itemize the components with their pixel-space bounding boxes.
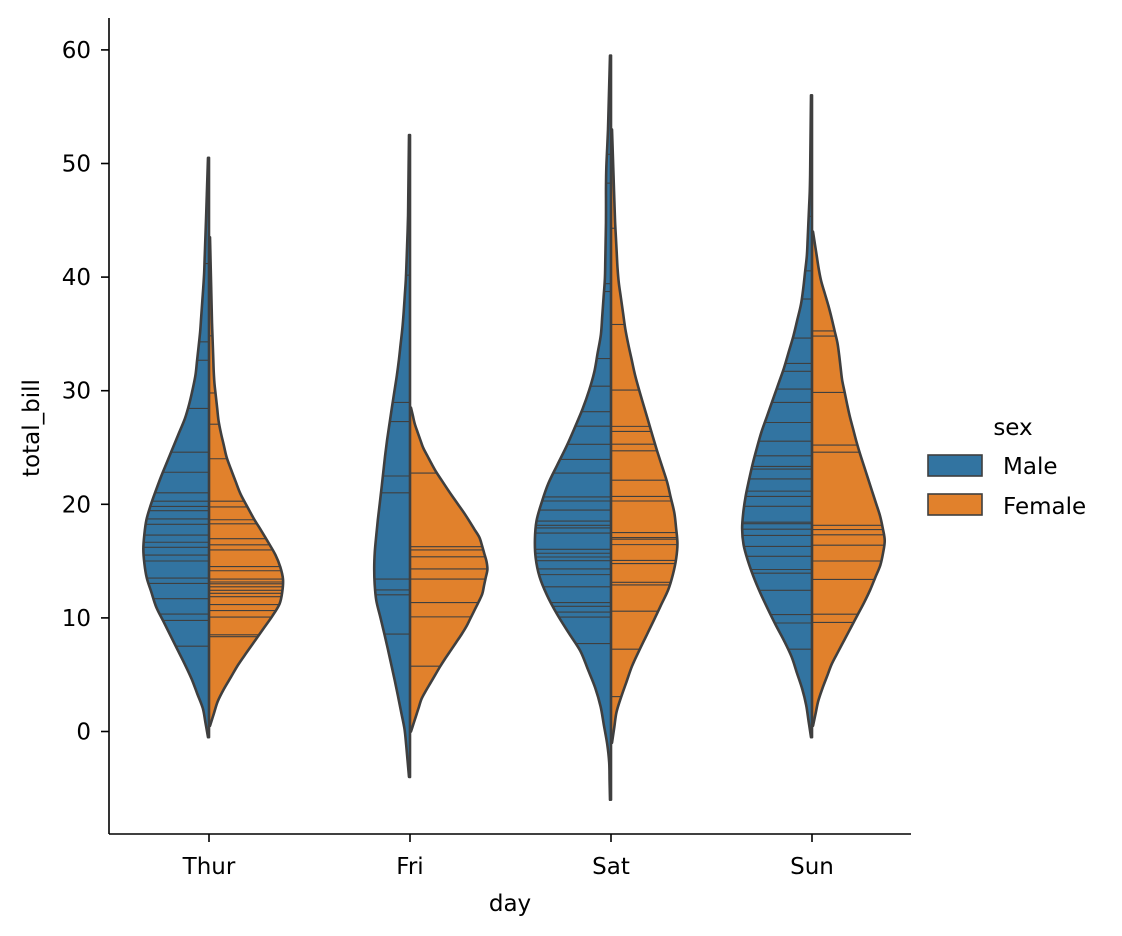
x-tick-label: Sun (790, 854, 834, 880)
violin-half-female-sat (611, 129, 678, 743)
axes (108, 18, 911, 835)
legend-label-female: Female (1003, 494, 1086, 520)
y-tick-label: 50 (62, 152, 91, 178)
y-tick-label: 30 (62, 379, 91, 405)
violin-half-male-sun (742, 95, 812, 738)
x-tick-label: Sat (592, 854, 630, 880)
violin-outline-female-thur (208, 236, 285, 728)
legend-label-male: Male (1003, 454, 1057, 480)
y-ticks: 0 10 20 30 40 50 60 (62, 38, 109, 746)
violin-group (142, 54, 887, 801)
y-axis-label: total_bill (19, 379, 45, 477)
violin-half-female-sun (812, 231, 885, 726)
violin-half-female-fri (410, 407, 488, 732)
violin-half-male-thur (143, 157, 209, 738)
violin-outline-male-thur (142, 156, 210, 739)
violin-outline-male-sun (740, 94, 813, 739)
violin-half-female-thur (209, 237, 284, 726)
violin-outline-female-fri (409, 406, 489, 733)
y-tick-label: 20 (62, 492, 91, 518)
legend-title: sex (993, 415, 1032, 441)
violin-half-male-fri (374, 135, 410, 777)
x-axis-label: day (489, 891, 531, 917)
y-tick-label: 0 (76, 720, 91, 746)
legend-swatch-female (927, 493, 983, 516)
violin-outline-female-sat (610, 128, 679, 745)
legend-swatch-male (927, 454, 983, 477)
violin-outline-male-fri (372, 133, 411, 779)
violin-outline-female-sun (811, 230, 887, 728)
x-ticks: Thur Fri Sat Sun (182, 834, 834, 880)
violin-outline-male-sat (533, 54, 612, 801)
y-tick-label: 10 (62, 606, 91, 632)
x-tick-label: Fri (396, 854, 423, 880)
violin-half-male-sat (534, 55, 611, 800)
y-tick-label: 60 (62, 38, 91, 64)
x-tick-label: Thur (182, 854, 236, 880)
y-tick-label: 40 (62, 265, 91, 291)
legend: sex Male Female (927, 415, 1086, 520)
